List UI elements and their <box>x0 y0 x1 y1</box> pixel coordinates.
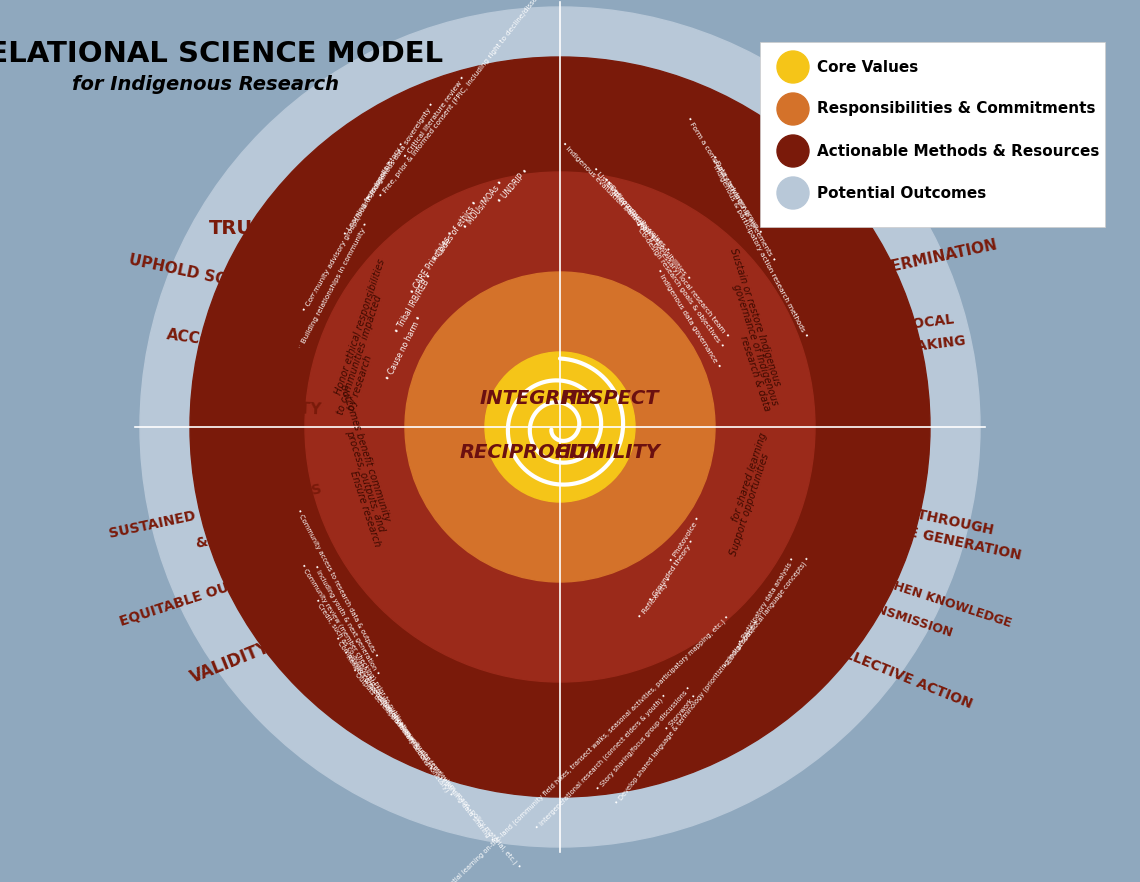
Text: INTEGRITY: INTEGRITY <box>480 390 596 408</box>
Text: Sustain or restore Indigenous: Sustain or restore Indigenous <box>728 247 782 387</box>
Text: • Form a community advisory group •: • Form a community advisory group • <box>684 116 763 235</box>
Text: • Respect & protection of community concerns regarding data sharing •: • Respect & protection of community conc… <box>341 650 495 844</box>
Text: • Community advisory groups/boards/councils •: • Community advisory groups/boards/counc… <box>302 160 394 313</box>
Text: RECIPROCITY: RECIPROCITY <box>459 443 604 461</box>
Text: • Outputs developed to community (curriculum, maps, policy material, etc.) •: • Outputs developed to community (curric… <box>350 667 522 870</box>
Text: research & data: research & data <box>738 334 772 412</box>
Text: RESPECT: RESPECT <box>561 390 659 408</box>
Text: • Indigenous data governance •: • Indigenous data governance • <box>656 268 722 370</box>
Text: DECISION-MAKING: DECISION-MAKING <box>823 333 968 365</box>
Text: • Grounded theory •: • Grounded theory • <box>649 538 695 602</box>
Text: HUMILITY: HUMILITY <box>555 443 661 461</box>
Text: outcomes benefit community: outcomes benefit community <box>339 383 392 523</box>
Text: • Place-base and experiential learning on-the-land (community field hikes, trans: • Place-base and experiential learning o… <box>389 614 731 882</box>
Text: • Indigenous data sovereignty •: • Indigenous data sovereignty • <box>366 101 435 201</box>
Text: Core Values: Core Values <box>817 59 918 74</box>
Text: EQUITABLE OUTCOMES: EQUITABLE OUTCOMES <box>117 561 292 630</box>
Circle shape <box>405 272 715 582</box>
Text: • Indigenous & participatory action research methods •: • Indigenous & participatory action rese… <box>708 158 808 339</box>
Text: • Co-design research goals & objectives •: • Co-design research goals & objectives … <box>633 221 725 349</box>
Text: • Critical literature review •: • Critical literature review • <box>402 75 467 160</box>
Text: & SUPPORT: & SUPPORT <box>194 519 286 551</box>
Text: COLLECTIVE ACTION: COLLECTIVE ACTION <box>822 639 975 711</box>
Text: • Free, prior & informed consent (FPIC, including right to decline/dissent) •: • Free, prior & informed consent (FPIC, … <box>377 0 549 199</box>
Text: • Community access to research data & outputs •: • Community access to research data & ou… <box>295 508 380 658</box>
Text: • Building relationships in community •: • Building relationships in community • <box>298 221 369 350</box>
Text: by research: by research <box>347 354 374 412</box>
Text: STRENGTHEN KNOWLEDGE: STRENGTHEN KNOWLEDGE <box>830 560 1013 631</box>
Circle shape <box>777 135 809 167</box>
Text: RELEVANCE: RELEVANCE <box>832 203 948 221</box>
Text: ACCESS: ACCESS <box>226 436 304 458</box>
Text: • MOUs/MOAs •: • MOUs/MOAs • <box>462 178 505 231</box>
Text: • Reflexivity •: • Reflexivity • <box>637 577 673 620</box>
Text: • Photovoice •: • Photovoice • <box>668 515 701 564</box>
Text: TRANSMISSION: TRANSMISSION <box>849 594 955 639</box>
Circle shape <box>777 177 809 209</box>
Text: governance of Indigenous: governance of Indigenous <box>731 283 780 407</box>
Text: • Cause no harm •: • Cause no harm • <box>384 314 424 382</box>
Text: SELF-DETERMINATION: SELF-DETERMINATION <box>811 237 999 291</box>
Text: CAPACITY: CAPACITY <box>816 437 914 458</box>
Text: • UNDRIP •: • UNDRIP • <box>496 168 531 206</box>
Text: for Indigenous Research: for Indigenous Research <box>72 74 339 93</box>
Text: Actionable Methods & Resources: Actionable Methods & Resources <box>817 144 1099 159</box>
Text: SUSTAINED RELATIONSHIPS: SUSTAINED RELATIONSHIPS <box>107 482 323 542</box>
Text: • Storywork •: • Storywork • <box>665 693 698 732</box>
Text: • Including youth & next generation •: • Including youth & next generation • <box>312 564 380 676</box>
Text: Support opportunities: Support opportunities <box>728 452 772 557</box>
Text: • CARE Principles •: • CARE Principles • <box>408 229 456 296</box>
Text: Responsibilities & Commitments: Responsibilities & Commitments <box>817 101 1096 116</box>
Text: TRUST: TRUST <box>210 220 280 238</box>
Text: to communities impacted: to communities impacted <box>336 294 384 416</box>
Text: RELATIONAL SCIENCE MODEL: RELATIONAL SCIENCE MODEL <box>0 40 443 68</box>
Text: DATA QUALITY: DATA QUALITY <box>198 396 321 418</box>
Circle shape <box>306 172 815 682</box>
Text: • Listen to community voices •: • Listen to community voices • <box>591 167 670 254</box>
Text: ACCOUNTABILITY: ACCOUNTABILITY <box>166 327 314 363</box>
Text: • Employ (and train, if necessary) local research team •: • Employ (and train, if necessary) local… <box>601 176 731 339</box>
Text: • Ethical space •: • Ethical space • <box>723 619 760 669</box>
Text: • Indigenous evaluation frameworks •: • Indigenous evaluation frameworks • <box>560 140 660 244</box>
Text: • Define roles and responsibilities •: • Define roles and responsibilities • <box>604 179 691 282</box>
Circle shape <box>777 93 809 125</box>
Text: Honor ethical responsibilities: Honor ethical responsibilities <box>333 258 386 396</box>
Text: Potential Outcomes: Potential Outcomes <box>817 185 986 200</box>
Text: • Community review (member checking) prior to publication •: • Community review (member checking) pri… <box>300 562 415 742</box>
Text: • Codes of ethics •: • Codes of ethics • <box>431 198 480 263</box>
Text: • Develop shared language & terminology (prioritizing Indigenous/local language : • Develop shared language & terminology … <box>613 556 812 806</box>
Text: • Participatory data analysis •: • Participatory data analysis • <box>738 557 796 645</box>
Text: INNOVATION THROUGH: INNOVATION THROUGH <box>815 486 995 538</box>
Text: process, outputs, and: process, outputs, and <box>344 429 386 533</box>
Circle shape <box>484 352 635 502</box>
Text: Ensure research: Ensure research <box>348 470 382 549</box>
Text: • Learning from local history •: • Learning from local history • <box>342 141 406 237</box>
Text: • Credit, such as co-authorship for knowledge contributions •: • Credit, such as co-authorship for know… <box>314 597 433 771</box>
Circle shape <box>140 7 980 847</box>
Circle shape <box>190 57 930 797</box>
FancyBboxPatch shape <box>760 42 1105 227</box>
Text: UPHOLD SOVEREIGNTY: UPHOLD SOVEREIGNTY <box>127 252 323 308</box>
Text: UTILITY: UTILITY <box>826 397 904 417</box>
Text: • Data stewardship agreements •: • Data stewardship agreements • <box>710 154 776 263</box>
Circle shape <box>777 51 809 83</box>
Text: • Story sharing/focus group discussions •: • Story sharing/focus group discussions … <box>595 685 692 792</box>
Text: • Community compensation (monetary & non-monetary) •: • Community compensation (monetary & non… <box>333 635 454 797</box>
Text: • Tribal IRB/REB •: • Tribal IRB/REB • <box>392 272 433 335</box>
Text: KNOWLEDGE GENERATION: KNOWLEDGE GENERATION <box>817 505 1023 562</box>
Text: VALIDITY: VALIDITY <box>187 638 272 686</box>
Text: for shared learning: for shared learning <box>731 431 770 523</box>
Text: SUPPORT LOCAL: SUPPORT LOCAL <box>825 312 954 341</box>
Text: • Intergenerational research (connect elders & youth) •: • Intergenerational research (connect el… <box>534 692 668 831</box>
